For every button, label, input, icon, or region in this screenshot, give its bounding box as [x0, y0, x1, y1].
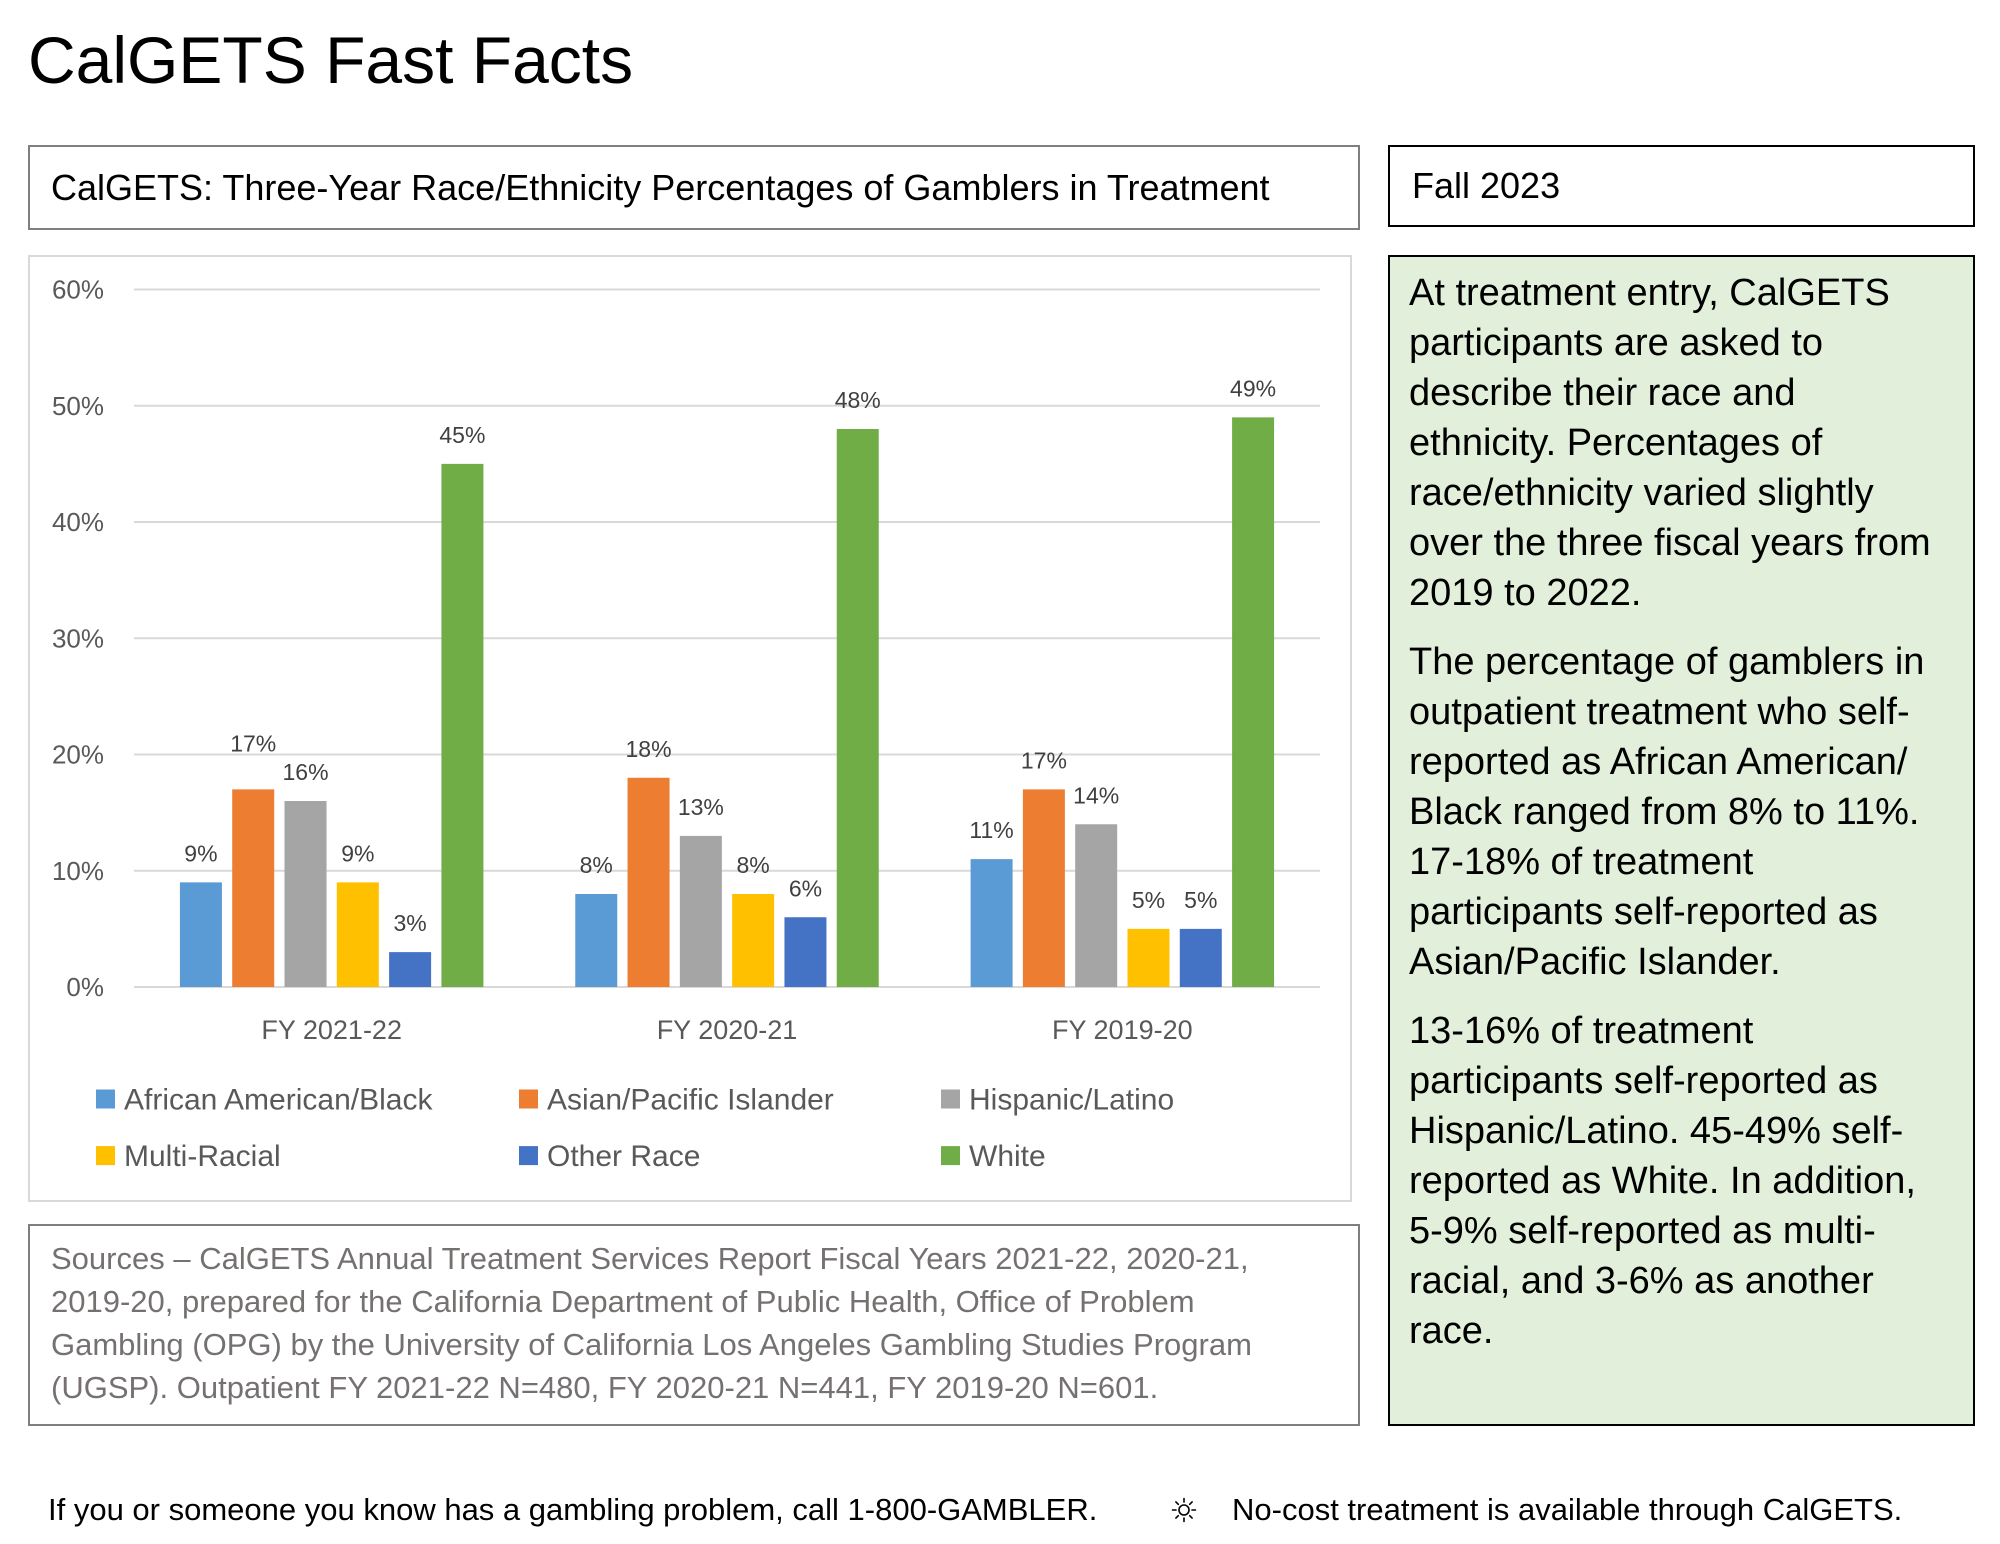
bar-african-american-black-fy-2019-20	[970, 859, 1013, 987]
summary-line: over the three fiscal years from	[1409, 522, 1931, 564]
bar-multi-racial-fy-2021-22	[336, 882, 379, 987]
y-tick-label-10: 10%	[52, 856, 104, 886]
chart-title: CalGETS: Three-Year Race/Ethnicity Perce…	[51, 166, 1270, 208]
footer-helpline-text: If you or someone you know has a gamblin…	[48, 1492, 1098, 1527]
legend-swatch-other-race	[519, 1146, 538, 1166]
summary-line: Asian/Pacific Islander.	[1409, 941, 1781, 983]
summary-line: race/ethnicity varied slightly	[1409, 472, 1874, 514]
summary-line: participants self-reported as	[1409, 1060, 1878, 1102]
chart-title-box: CalGETS: Three-Year Race/Ethnicity Perce…	[28, 145, 1360, 230]
bar-white-fy-2020-21	[836, 429, 879, 987]
chart-panel: 0% 10% 20% 30% 40% 50% 60% 9% 17% 16% 9% 3% 45% FY 20…	[28, 255, 1352, 1202]
data-label-hispanic-latino-fy-2020-21: 13%	[678, 794, 724, 820]
data-label-other-race-fy-2021-22: 3%	[393, 910, 426, 936]
summary-line: participants self-reported as	[1409, 891, 1878, 933]
data-label-african-american-black-fy-2019-20: 11%	[969, 817, 1013, 843]
summary-line: 13-16% of treatment	[1409, 1010, 1754, 1052]
y-tick-label-60: 60%	[52, 275, 104, 305]
bar-asian-pacific-islander-fy-2020-21	[627, 777, 670, 987]
y-tick-label-0: 0%	[66, 972, 104, 1002]
bar-other-race-fy-2021-22	[389, 952, 432, 987]
summary-line: participants are asked to	[1409, 322, 1824, 364]
summary-line: ethnicity. Percentages of	[1409, 422, 1823, 464]
legend-swatch-white	[941, 1146, 960, 1166]
bar-african-american-black-fy-2020-21	[575, 894, 618, 987]
legend-label-white: White	[969, 1140, 1046, 1173]
legend-swatch-asian-pacific-islander	[519, 1089, 538, 1109]
summary-line: 5-9% self-reported as multi-	[1409, 1210, 1876, 1252]
data-label-other-race-fy-2019-20: 5%	[1184, 887, 1217, 913]
legend-label-african-american-black: African American/Black	[124, 1084, 433, 1117]
date-label: Fall 2023	[1412, 165, 1561, 206]
page-title: CalGETS Fast Facts	[28, 23, 634, 97]
bar-african-american-black-fy-2021-22	[179, 882, 222, 987]
summary-panel: At treatment entry, CalGETS participants…	[1388, 255, 1975, 1426]
data-label-asian-pacific-islander-fy-2021-22: 17%	[230, 730, 276, 756]
y-tick-label-20: 20%	[52, 740, 104, 770]
data-label-multi-racial-fy-2020-21: 8%	[737, 852, 770, 878]
sources-panel: Sources – CalGETS Annual Treatment Servi…	[28, 1224, 1360, 1426]
summary-paragraph: At treatment entry, CalGETS participants…	[1409, 268, 1973, 618]
bar-hispanic-latino-fy-2020-21	[679, 835, 722, 987]
bar-asian-pacific-islander-fy-2019-20	[1022, 789, 1065, 987]
data-label-african-american-black-fy-2020-21: 8%	[580, 852, 613, 878]
y-tick-label-30: 30%	[52, 623, 104, 653]
bar-other-race-fy-2020-21	[784, 917, 827, 987]
data-label-white-fy-2020-21: 48%	[835, 387, 881, 413]
legend-label-multi-racial: Multi-Racial	[124, 1140, 281, 1173]
bar-hispanic-latino-fy-2019-20	[1075, 824, 1118, 987]
date-box: Fall 2023	[1388, 145, 1975, 227]
bar-white-fy-2019-20	[1232, 417, 1275, 987]
bar-chart: 0%10%20%30%40%50%60%9%17%16%9%3%45%FY 20…	[52, 275, 1320, 1173]
legend-label-asian-pacific-islander: Asian/Pacific Islander	[547, 1084, 834, 1117]
x-tick-label-fy-2020-21: FY 2020-21	[657, 1015, 798, 1045]
summary-line: At treatment entry, CalGETS	[1409, 272, 1890, 314]
legend-label-hispanic-latino: Hispanic/Latino	[969, 1084, 1174, 1117]
bar-hispanic-latino-fy-2021-22	[284, 801, 327, 987]
summary-line: Black ranged from 8% to 11%.	[1409, 791, 1920, 833]
data-label-asian-pacific-islander-fy-2019-20: 17%	[1021, 747, 1067, 773]
bar-other-race-fy-2019-20	[1179, 928, 1222, 987]
footer-treatment-text: No-cost treatment is available through C…	[1232, 1492, 1903, 1527]
legend-swatch-multi-racial	[96, 1146, 115, 1166]
data-label-white-fy-2021-22: 45%	[439, 422, 485, 448]
summary-line: The percentage of gamblers in	[1409, 641, 1925, 683]
legend-swatch-hispanic-latino	[941, 1089, 960, 1109]
x-tick-label-fy-2021-22: FY 2021-22	[261, 1015, 402, 1045]
bar-asian-pacific-islander-fy-2021-22	[232, 789, 275, 987]
summary-line: outpatient treatment who self-	[1409, 691, 1910, 733]
sources-line: 2019-20, prepared for the California Dep…	[51, 1284, 1195, 1319]
data-label-multi-racial-fy-2021-22: 9%	[341, 840, 374, 866]
summary-line: reported as White. In addition,	[1409, 1160, 1916, 1202]
legend-swatch-african-american-black	[96, 1089, 115, 1109]
sun-icon	[1171, 1497, 1197, 1523]
summary-line: reported as African American/	[1409, 741, 1908, 783]
data-label-white-fy-2019-20: 49%	[1230, 375, 1276, 401]
summary-paragraph: The percentage of gamblers in outpatient…	[1409, 637, 1973, 987]
data-label-other-race-fy-2020-21: 6%	[789, 875, 822, 901]
x-tick-label-fy-2019-20: FY 2019-20	[1052, 1015, 1193, 1045]
bar-multi-racial-fy-2020-21	[732, 894, 775, 987]
legend-label-other-race: Other Race	[547, 1140, 700, 1173]
data-label-hispanic-latino-fy-2021-22: 16%	[282, 759, 328, 785]
sources-line: (UGSP). Outpatient FY 2021-22 N=480, FY …	[51, 1370, 1159, 1405]
data-label-hispanic-latino-fy-2019-20: 14%	[1073, 782, 1119, 808]
summary-paragraph: 13-16% of treatment participants self-re…	[1409, 1006, 1973, 1356]
summary-line: Hispanic/Latino. 45-49% self-	[1409, 1110, 1904, 1152]
y-tick-label-40: 40%	[52, 507, 104, 537]
bar-white-fy-2021-22	[441, 463, 484, 987]
summary-line: describe their race and	[1409, 372, 1796, 414]
sources-line: Sources – CalGETS Annual Treatment Servi…	[51, 1241, 1249, 1276]
data-label-multi-racial-fy-2019-20: 5%	[1132, 887, 1165, 913]
bar-multi-racial-fy-2019-20	[1127, 928, 1170, 987]
summary-line: 2019 to 2022.	[1409, 572, 1642, 614]
sources-line: Gambling (OPG) by the University of Cali…	[51, 1327, 1252, 1362]
summary-line: 17-18% of treatment	[1409, 841, 1754, 883]
y-tick-label-50: 50%	[52, 391, 104, 421]
summary-line: racial, and 3-6% as another	[1409, 1260, 1874, 1302]
data-label-asian-pacific-islander-fy-2020-21: 18%	[626, 736, 672, 762]
summary-line: race.	[1409, 1310, 1494, 1352]
data-label-african-american-black-fy-2021-22: 9%	[184, 840, 217, 866]
